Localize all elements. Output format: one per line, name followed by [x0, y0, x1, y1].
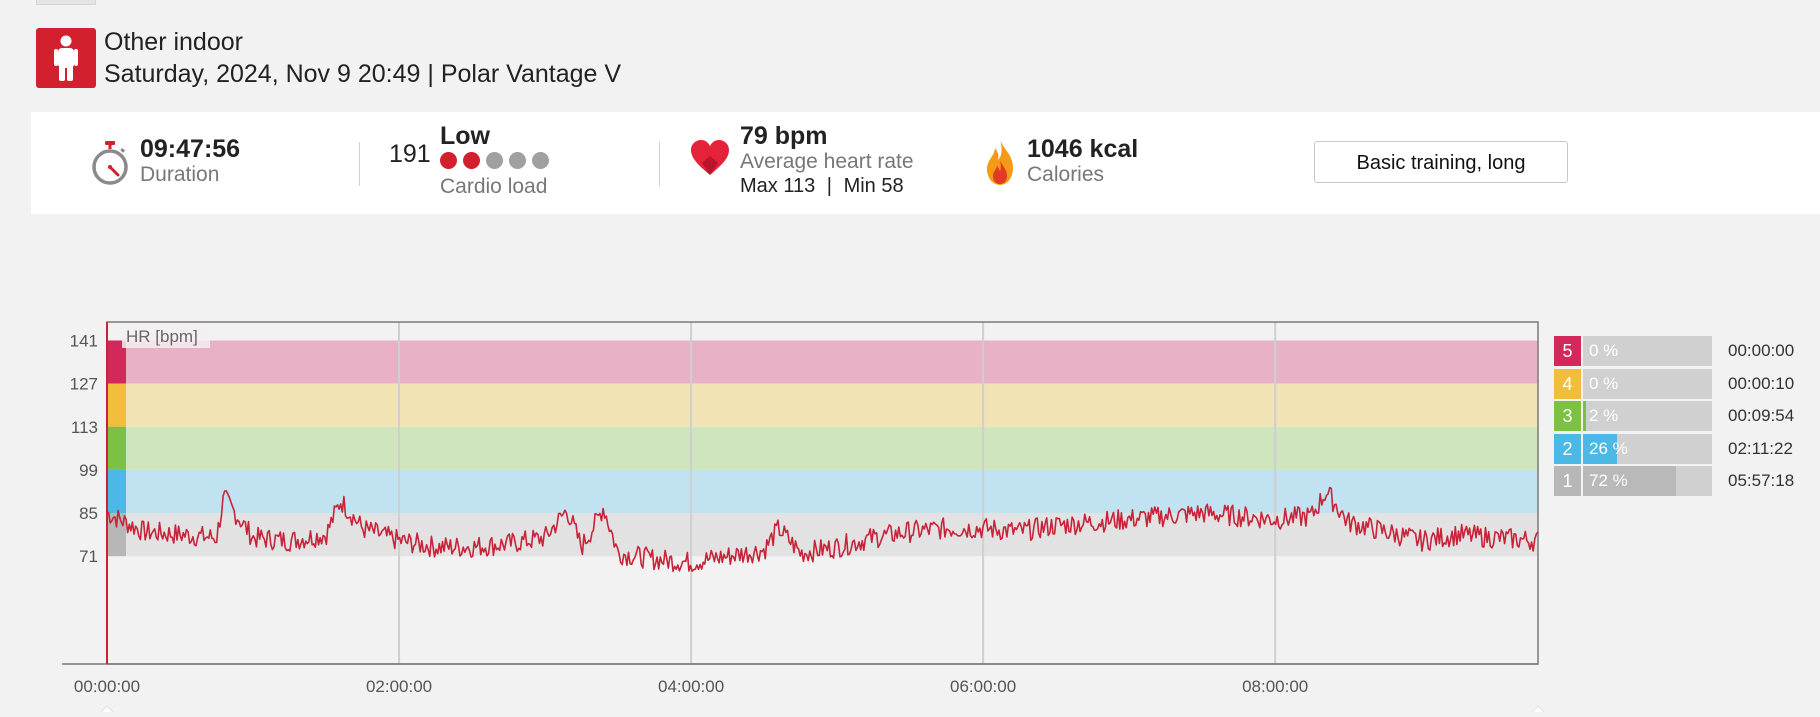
zone-percent: 2 %: [1589, 406, 1619, 425]
range-end-handle[interactable]: [1526, 705, 1550, 717]
cardio-dot: [463, 152, 480, 169]
zone-marker-2: [107, 469, 126, 514]
training-benefit-button[interactable]: Basic training, long: [1314, 141, 1568, 183]
session-date: Saturday, 2024, Nov 9 20:49: [104, 60, 421, 88]
y-tick-label: 141: [70, 331, 98, 350]
range-start-handle[interactable]: [95, 705, 119, 717]
zone-row-5: 5 0 % 00:00:00: [1554, 336, 1794, 366]
zone-row-3: 3 2 % 00:09:54: [1554, 401, 1794, 431]
divider-2: [659, 142, 660, 186]
avg-hr-label: Average heart rate: [740, 150, 914, 173]
cardio-dot: [509, 152, 526, 169]
zone-bar-fill: [1583, 466, 1676, 496]
zone-marker-5: [107, 340, 126, 384]
zone-percent: 26 %: [1589, 438, 1628, 458]
cardio-dot: [532, 152, 549, 169]
sport-name: Other indoor: [104, 28, 243, 56]
person-standing-icon: [36, 28, 96, 88]
x-tick-label: 00:00:00: [74, 677, 140, 696]
zone-row-2: 2 26 % 02:11:22: [1554, 433, 1793, 464]
session-meta: Saturday, 2024, Nov 9 20:49 | Polar Vant…: [104, 60, 621, 89]
x-tick-label: 06:00:00: [950, 677, 1016, 696]
duration-value: 09:47:56: [140, 135, 241, 163]
top-tab-stub[interactable]: [36, 0, 96, 5]
y-tick-label: 71: [79, 547, 98, 566]
cardio-dot: [486, 152, 503, 169]
zone-number: 1: [1554, 466, 1581, 496]
zone-number: 2: [1554, 433, 1581, 464]
zone-band-4: [107, 383, 1538, 427]
heart-icon: [690, 139, 730, 177]
zone-time: 00:00:10: [1728, 373, 1795, 393]
x-tick-label: 02:00:00: [366, 677, 432, 696]
zone-time: 00:09:54: [1728, 406, 1795, 425]
zone-row-4: 4 0 % 00:00:10: [1554, 368, 1794, 399]
x-tick-label: 04:00:00: [658, 677, 724, 696]
zone-bar-fill: [1583, 401, 1586, 431]
cardio-load-level: Low: [440, 122, 490, 150]
zone-bar: 72 %: [1583, 466, 1712, 496]
hr-max: Max 113: [740, 175, 816, 197]
zone-number: 3: [1554, 401, 1581, 431]
zone-time: 02:11:22: [1728, 438, 1793, 458]
hr-chart[interactable]: 00:00:00 02:00:00 04:00:00 06:00:00 08:00:00…: [0, 310, 1820, 717]
divider-1: [359, 142, 360, 186]
zone-band-2: [107, 469, 1538, 514]
zone-marker-3: [107, 426, 126, 470]
zone-time: 00:00:00: [1728, 341, 1795, 360]
zone-percent: 0 %: [1589, 341, 1619, 360]
device-name: Polar Vantage V: [440, 60, 622, 88]
meta-separator: |: [427, 60, 434, 88]
cardio-load-label: Cardio load: [440, 175, 548, 198]
zone-bar: 2 %: [1583, 401, 1712, 431]
calories-label: Calories: [1027, 163, 1105, 186]
zone-row-1: 1 72 % 05:57:18: [1554, 466, 1794, 496]
zone-percent: 0 %: [1589, 373, 1619, 393]
cardio-load-dots: [440, 152, 555, 174]
avg-hr-value: 79 bpm: [740, 122, 828, 150]
summary-bar: 09:47:56 Duration 191 Low Cardio load 79…: [31, 112, 1820, 214]
flame-icon: [984, 138, 1016, 186]
zone-band-3: [107, 426, 1538, 470]
y-tick-label: 99: [79, 461, 98, 480]
zone-bar: 0 %: [1583, 368, 1712, 399]
zone-number: 4: [1554, 368, 1581, 399]
cardio-dot: [440, 152, 457, 169]
hr-min: Min 58: [843, 175, 904, 197]
zone-bar: 0 %: [1583, 336, 1712, 366]
legend-box: [122, 324, 210, 348]
y-tick-label: 127: [70, 375, 98, 394]
y-tick-label: 85: [79, 504, 98, 523]
legend-label: HR [bpm]: [126, 327, 198, 346]
hr-series-line: [106, 486, 1539, 573]
hr-chart-svg[interactable]: 00:00:00 02:00:00 04:00:00 06:00:00 08:00:00…: [0, 310, 1820, 717]
zone-number: 5: [1554, 336, 1581, 366]
y-tick-label: 113: [71, 418, 98, 437]
zone-time: 05:57:18: [1728, 471, 1795, 490]
zone-percent: 72 %: [1589, 471, 1628, 490]
stopwatch-icon: [91, 140, 129, 186]
cardio-load-value: 191: [389, 140, 431, 168]
zone-marker-4: [107, 383, 126, 427]
calories-value: 1046 kcal: [1027, 135, 1139, 163]
hr-separator: |: [826, 175, 832, 197]
zone-bar-fill: [1583, 433, 1617, 464]
duration-label: Duration: [140, 163, 220, 186]
x-tick-label: 08:00:00: [1242, 677, 1308, 696]
hr-max-min: Max 113 | Min 58: [740, 175, 904, 198]
zone-band-5: [107, 340, 1538, 384]
zone-bar: 26 %: [1583, 433, 1712, 464]
